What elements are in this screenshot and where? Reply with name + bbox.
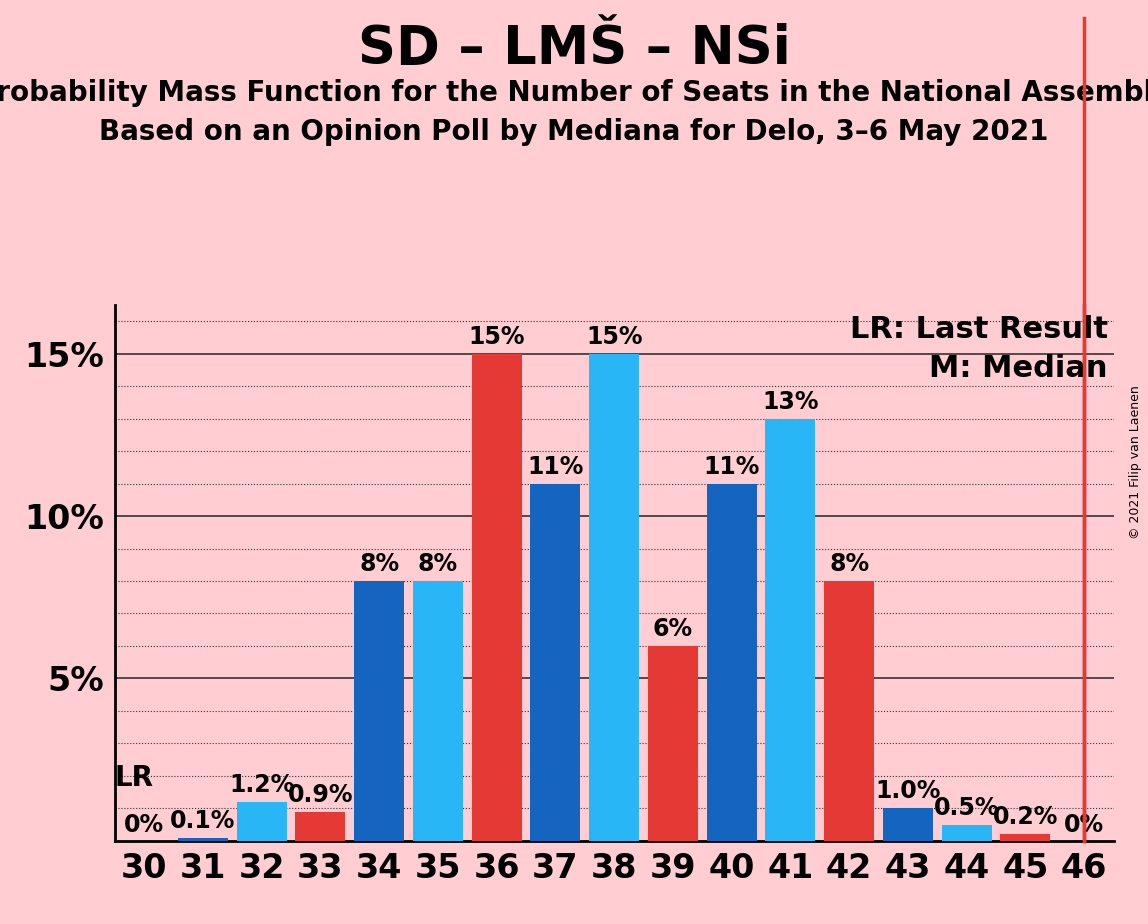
Bar [530, 483, 581, 841]
Text: 8%: 8% [359, 553, 400, 577]
Text: Probability Mass Function for the Number of Seats in the National Assembly: Probability Mass Function for the Number… [0, 79, 1148, 106]
Bar [236, 802, 287, 841]
Text: 13%: 13% [762, 390, 819, 414]
Text: 8%: 8% [418, 553, 458, 577]
Text: LR: LR [115, 764, 154, 792]
Text: 0%: 0% [124, 813, 164, 837]
Text: Based on an Opinion Poll by Mediana for Delo, 3–6 May 2021: Based on an Opinion Poll by Mediana for … [100, 118, 1048, 146]
Bar [1000, 834, 1050, 841]
Text: 8%: 8% [829, 553, 869, 577]
Text: 0.5%: 0.5% [934, 796, 1000, 820]
Text: 1.2%: 1.2% [230, 773, 294, 797]
Text: 15%: 15% [585, 324, 643, 348]
Bar [413, 581, 463, 841]
Text: 15%: 15% [468, 324, 525, 348]
Text: 0.2%: 0.2% [993, 806, 1058, 830]
Text: 1.0%: 1.0% [875, 780, 940, 804]
Text: 6%: 6% [653, 617, 693, 641]
Bar [178, 837, 228, 841]
Text: M: Median: M: Median [929, 354, 1108, 383]
Text: 0.1%: 0.1% [170, 808, 235, 833]
Bar [472, 354, 521, 841]
Text: © 2021 Filip van Laenen: © 2021 Filip van Laenen [1130, 385, 1142, 539]
Bar [589, 354, 639, 841]
Bar [766, 419, 815, 841]
Bar [707, 483, 757, 841]
Text: 11%: 11% [527, 455, 583, 479]
Bar [647, 646, 698, 841]
Text: SD – LMŠ – NSi: SD – LMŠ – NSi [358, 23, 790, 75]
Text: M: M [589, 583, 639, 631]
Bar [883, 808, 933, 841]
Bar [941, 824, 992, 841]
Text: LR: Last Result: LR: Last Result [850, 315, 1108, 344]
Text: 11%: 11% [704, 455, 760, 479]
Bar [824, 581, 874, 841]
Bar [355, 581, 404, 841]
Text: 0%: 0% [1064, 813, 1104, 837]
Text: 0.9%: 0.9% [288, 783, 354, 807]
Bar [295, 811, 346, 841]
